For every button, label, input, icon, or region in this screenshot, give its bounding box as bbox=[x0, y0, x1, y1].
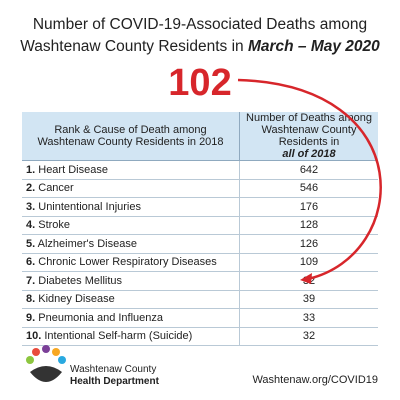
deaths-cell: 126 bbox=[239, 234, 378, 254]
total-deaths: 102 bbox=[168, 62, 232, 104]
rank: 1. bbox=[26, 163, 36, 176]
rank: 8. bbox=[26, 293, 36, 306]
title-line: Number of COVID-19-Associated Deaths amo… bbox=[32, 16, 368, 33]
deaths-cell: 39 bbox=[239, 290, 378, 309]
table-row: 3. Unintentional Injuries 176 bbox=[22, 197, 378, 217]
table-row: 10. Intentional Self-harm (Suicide) 32 bbox=[22, 327, 378, 346]
table-row: 1. Heart Disease 642 bbox=[22, 160, 378, 180]
cause: Cancer bbox=[38, 182, 74, 195]
cause-cell: 2. Cancer bbox=[22, 179, 240, 198]
cause-cell: 3. Unintentional Injuries bbox=[22, 197, 240, 217]
table: Rank & Cause of Death among Washtenaw Co… bbox=[22, 112, 378, 346]
cause: Intentional Self-harm (Suicide) bbox=[44, 330, 193, 343]
table-row: 6. Chronic Lower Respiratory Diseases 109 bbox=[22, 253, 378, 272]
table-row: 5. Alzheimer's Disease 126 bbox=[22, 234, 378, 254]
org-name: Health Department bbox=[70, 376, 159, 387]
header-text: Number of Deaths among Washtenaw County … bbox=[246, 112, 372, 148]
arrow-head bbox=[300, 273, 312, 284]
deaths-cell: 32 bbox=[239, 327, 378, 346]
rank: 6. bbox=[26, 256, 36, 269]
cause: Alzheimer's Disease bbox=[37, 237, 137, 250]
deaths-cell: 176 bbox=[239, 197, 378, 217]
cause-cell: 10. Intentional Self-harm (Suicide) bbox=[22, 327, 240, 346]
cause: Heart Disease bbox=[38, 163, 108, 176]
url: Washtenaw.org/COVID19 bbox=[252, 374, 378, 386]
cause-cell: 6. Chronic Lower Respiratory Diseases bbox=[22, 253, 240, 272]
cause: Unintentional Injuries bbox=[38, 200, 141, 213]
rank: 3. bbox=[26, 200, 36, 213]
cause: Stroke bbox=[38, 219, 71, 232]
cause: Chronic Lower Respiratory Diseases bbox=[38, 256, 217, 269]
table-row: 2. Cancer 546 bbox=[22, 179, 378, 198]
rank: 10. bbox=[26, 330, 42, 343]
header-emphasis: all of 2018 bbox=[282, 148, 336, 160]
cause-cell: 8. Kidney Disease bbox=[22, 290, 240, 309]
cause: Diabetes Mellitus bbox=[38, 274, 123, 287]
deaths-cell: 546 bbox=[239, 179, 378, 198]
arrow-line bbox=[237, 78, 382, 281]
org-name: Washtenaw County bbox=[70, 364, 157, 375]
cause-cell: 1. Heart Disease bbox=[22, 160, 240, 180]
title-text: Washtenaw County Residents in bbox=[20, 38, 248, 55]
table-row: 8. Kidney Disease 39 bbox=[22, 290, 378, 309]
table-row: 9. Pneumonia and Influenza 33 bbox=[22, 308, 378, 328]
rank: 9. bbox=[26, 311, 36, 324]
column-header: Rank & Cause of Death among Washtenaw Co… bbox=[22, 112, 240, 161]
rank: 4. bbox=[26, 219, 36, 232]
deaths-cell: 33 bbox=[239, 308, 378, 328]
deaths-cell: 128 bbox=[239, 216, 378, 235]
cause-cell: 7. Diabetes Mellitus bbox=[22, 271, 240, 291]
cause-cell: 4. Stroke bbox=[22, 216, 240, 235]
rank: 2. bbox=[26, 182, 36, 195]
title-line: Washtenaw County Residents in March – Ma… bbox=[0, 38, 400, 56]
cause: Kidney Disease bbox=[38, 293, 115, 306]
rank: 5. bbox=[26, 237, 36, 250]
table-row: 4. Stroke 128 bbox=[22, 216, 378, 235]
deaths-cell: 109 bbox=[239, 253, 378, 272]
cause-cell: 5. Alzheimer's Disease bbox=[22, 234, 240, 254]
title-emphasis: March – May 2020 bbox=[247, 38, 380, 55]
deaths-cell: 642 bbox=[239, 160, 378, 180]
rank: 7. bbox=[26, 274, 36, 287]
cause-cell: 9. Pneumonia and Influenza bbox=[22, 308, 240, 328]
cause: Pneumonia and Influenza bbox=[38, 311, 164, 324]
logo bbox=[26, 345, 66, 382]
column-header: Number of Deaths among Washtenaw County … bbox=[239, 112, 378, 161]
